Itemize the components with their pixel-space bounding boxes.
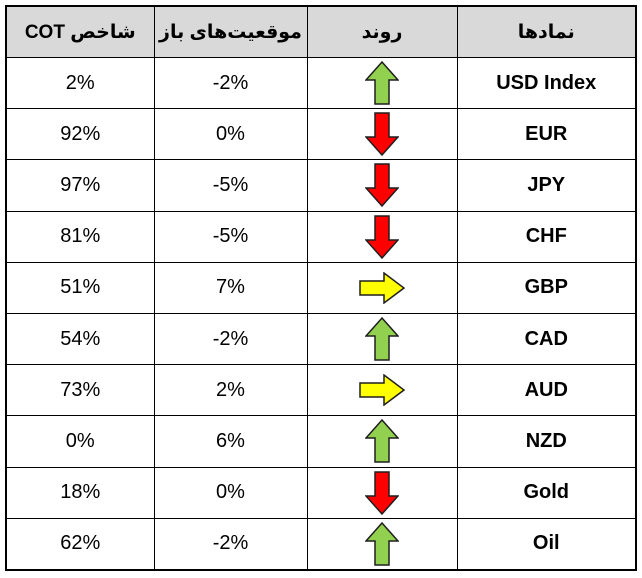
- table-row: 97% -5% JPY: [5, 159, 637, 212]
- open-positions-cell: -5%: [153, 210, 308, 263]
- cot-index-cell: 97%: [5, 159, 155, 212]
- open-positions-cell: 2%: [153, 364, 308, 417]
- open-positions-cell: -2%: [153, 56, 308, 110]
- header-open-positions: موقعیت‌های باز: [153, 5, 308, 58]
- table-row: 54% -2% CAD: [5, 312, 637, 366]
- symbol-cell: CAD: [456, 312, 637, 366]
- symbol-cell: Gold: [456, 466, 637, 519]
- cot-index-cell: 73%: [5, 364, 155, 417]
- trend-cell: [306, 159, 458, 212]
- symbol-cell: NZD: [456, 415, 637, 468]
- symbol-cell: EUR: [456, 108, 637, 161]
- table-row: 62% -2% Oil: [5, 517, 637, 571]
- trend-cell: [306, 466, 458, 519]
- cot-table: شاخص COT موقعیت‌های باز روند نمادها 2% -2…: [5, 5, 637, 571]
- cot-index-cell: 0%: [5, 415, 155, 468]
- cot-index-cell: 51%: [5, 261, 155, 314]
- open-positions-cell: -2%: [153, 312, 308, 366]
- open-positions-cell: -2%: [153, 517, 308, 571]
- table-row: 0% 6% NZD: [5, 415, 637, 468]
- table-row: 73% 2% AUD: [5, 364, 637, 417]
- symbol-cell: Oil: [456, 517, 637, 571]
- trend-cell: [306, 364, 458, 417]
- table-row: 81% -5% CHF: [5, 210, 637, 263]
- red-down-arrow-icon: [365, 112, 399, 157]
- table-row: 92% 0% EUR: [5, 108, 637, 161]
- symbol-cell: GBP: [456, 261, 637, 314]
- header-row: شاخص COT موقعیت‌های باز روند نمادها: [5, 5, 637, 58]
- trend-cell: [306, 210, 458, 263]
- trend-cell: [306, 261, 458, 314]
- cot-index-cell: 18%: [5, 466, 155, 519]
- green-up-arrow-icon: [365, 521, 399, 566]
- cot-index-cell: 62%: [5, 517, 155, 571]
- open-positions-cell: 0%: [153, 466, 308, 519]
- red-down-arrow-icon: [365, 470, 399, 515]
- trend-cell: [306, 108, 458, 161]
- red-down-arrow-icon: [365, 163, 399, 208]
- trend-cell: [306, 517, 458, 571]
- symbol-cell: USD Index: [456, 56, 637, 110]
- open-positions-cell: 0%: [153, 108, 308, 161]
- table-body: 2% -2% USD Index 92% 0% EUR 97% -5% JPY 81% -5% CHF…: [5, 56, 637, 571]
- cot-index-cell: 2%: [5, 56, 155, 110]
- cot-index-cell: 92%: [5, 108, 155, 161]
- yellow-right-arrow-icon: [359, 271, 405, 304]
- red-down-arrow-icon: [365, 214, 399, 259]
- open-positions-cell: 6%: [153, 415, 308, 468]
- trend-cell: [306, 312, 458, 366]
- table-header: شاخص COT موقعیت‌های باز روند نمادها: [5, 5, 637, 58]
- table-row: 18% 0% Gold: [5, 466, 637, 519]
- header-cot-index: شاخص COT: [5, 5, 155, 58]
- symbol-cell: AUD: [456, 364, 637, 417]
- trend-cell: [306, 415, 458, 468]
- green-up-arrow-icon: [365, 317, 399, 361]
- trend-cell: [306, 56, 458, 110]
- green-up-arrow-icon: [365, 419, 399, 464]
- header-symbols: نمادها: [456, 5, 637, 58]
- yellow-right-arrow-icon: [359, 374, 405, 407]
- header-trend: روند: [306, 5, 458, 58]
- open-positions-cell: 7%: [153, 261, 308, 314]
- green-up-arrow-icon: [365, 61, 399, 105]
- symbol-cell: JPY: [456, 159, 637, 212]
- cot-index-cell: 54%: [5, 312, 155, 366]
- open-positions-cell: -5%: [153, 159, 308, 212]
- table-row: 51% 7% GBP: [5, 261, 637, 314]
- cot-index-cell: 81%: [5, 210, 155, 263]
- symbol-cell: CHF: [456, 210, 637, 263]
- table-row: 2% -2% USD Index: [5, 56, 637, 110]
